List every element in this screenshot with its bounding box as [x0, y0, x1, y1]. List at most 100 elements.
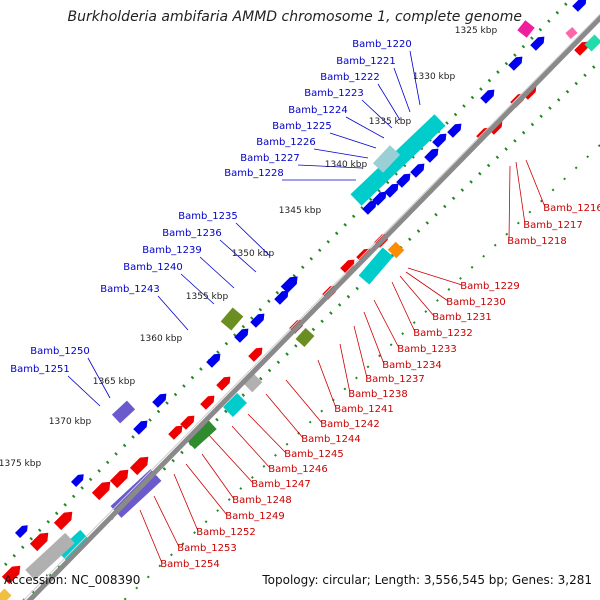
- pink-feature: [565, 26, 578, 40]
- gene-label: Bamb_1217: [523, 220, 583, 231]
- kbp-tick-label: 1350 kbp: [232, 249, 275, 259]
- cyan-feature: [223, 393, 247, 417]
- genome-summary: Topology: circular; Length: 3,556,545 bp…: [262, 573, 592, 587]
- leader-line: [508, 165, 511, 241]
- plus-strand-gene: [432, 133, 447, 148]
- minus-strand-gene: [91, 481, 111, 501]
- kbp-tick-label: 1345 kbp: [279, 206, 322, 216]
- leader-line: [201, 453, 235, 500]
- leader-line: [393, 67, 411, 113]
- leader-line: [247, 413, 287, 454]
- kbp-tick-label: 1370 kbp: [49, 417, 92, 427]
- plus-strand-gene: [384, 183, 399, 198]
- inner-dotted-ring: [22, 59, 600, 600]
- leader-line: [377, 83, 401, 121]
- cyan-feature: [350, 114, 446, 206]
- plus-strand-gene: [410, 163, 425, 178]
- gene-label: Bamb_1231: [432, 312, 492, 323]
- kbp-tick-label: 1335 kbp: [369, 117, 412, 127]
- gene-label: Bamb_1243: [100, 284, 160, 295]
- leader-line: [515, 161, 526, 225]
- gene-label: Bamb_1249: [225, 511, 285, 522]
- teal-feature: [584, 34, 600, 52]
- gray-feature: [25, 532, 75, 581]
- leader-line: [399, 275, 435, 317]
- leader-line: [185, 463, 228, 516]
- accession-label: Accession: NC_008390: [4, 573, 141, 587]
- leader-line: [363, 311, 385, 365]
- plus-strand-gene: [447, 123, 462, 138]
- minus-strand-gene: [248, 347, 263, 362]
- plus-strand-gene: [362, 200, 377, 215]
- leader-line: [87, 357, 111, 399]
- plus-strand-gene: [71, 474, 84, 487]
- gene-label: Bamb_1233: [397, 344, 457, 355]
- leader-line: [265, 393, 304, 439]
- gene-label: Bamb_1221: [336, 56, 396, 67]
- leader-line: [317, 359, 337, 409]
- leader-line: [180, 273, 215, 305]
- gene-label: Bamb_1218: [507, 236, 567, 247]
- gene-label: Bamb_1242: [320, 419, 380, 430]
- gene-label: Bamb_1224: [288, 105, 348, 116]
- chromosome-backbone-line: [26, 14, 600, 600]
- leader-line: [345, 116, 385, 139]
- minus-strand-gene: [109, 469, 129, 489]
- minus-strand-gene: [356, 248, 371, 263]
- gene-label: Bamb_1232: [413, 328, 473, 339]
- plus-strand-gene: [396, 173, 411, 188]
- gene-label: Bamb_1252: [196, 527, 256, 538]
- minus-strand-gene: [1, 565, 21, 585]
- leader-line: [405, 271, 449, 302]
- kbp-tick-label: 1325 kbp: [455, 26, 498, 36]
- leader-line: [285, 379, 323, 424]
- leader-line: [231, 425, 271, 469]
- leader-line: [157, 295, 189, 331]
- kbp-tick-label: 1365 kbp: [93, 377, 136, 387]
- leader-line: [199, 256, 235, 289]
- gene-label: Bamb_1222: [320, 72, 380, 83]
- cyan-feature: [358, 247, 394, 285]
- gray-feature: [243, 373, 263, 393]
- plus-strand-gene: [508, 56, 523, 71]
- plus-strand-gene: [274, 290, 289, 305]
- orange-feature: [387, 241, 405, 259]
- kbp-tick-label: 1330 kbp: [413, 72, 456, 82]
- gene-label: Bamb_1227: [240, 153, 300, 164]
- plus-strand-gene: [15, 525, 28, 538]
- gene-label: Bamb_1239: [142, 245, 202, 256]
- olive-feature: [220, 307, 244, 331]
- leader-line: [173, 473, 199, 532]
- gene-label: Bamb_1240: [123, 262, 183, 273]
- gene-label: Bamb_1236: [162, 228, 222, 239]
- minus-strand-gene: [340, 259, 355, 274]
- gene-leader-lines: [67, 50, 546, 564]
- pink-feature: [517, 20, 535, 38]
- gene-label: Bamb_1225: [272, 121, 332, 132]
- leader-line: [139, 509, 163, 564]
- leader-line: [407, 267, 463, 286]
- leader-line: [207, 433, 254, 484]
- plus-strand-gene: [133, 420, 148, 435]
- minus-strand-gene: [574, 41, 589, 56]
- gene-label: Bamb_1245: [284, 449, 344, 460]
- gene-label: Bamb_1226: [256, 137, 316, 148]
- plus-strand-gene: [206, 353, 221, 368]
- gene-label: Bamb_1247: [251, 479, 311, 490]
- kbp-tick-label: 1340 kbp: [325, 160, 368, 170]
- kbp-tick-label: 1355 kbp: [186, 292, 229, 302]
- gene-label: Bamb_1220: [352, 39, 412, 50]
- kbp-tick-label: 1360 kbp: [140, 334, 183, 344]
- minus-strand-gene: [29, 532, 49, 552]
- yellow-feature: [0, 588, 12, 600]
- leader-line: [353, 325, 368, 379]
- plus-strand-gene: [424, 148, 439, 163]
- gene-label: Bamb_1229: [460, 281, 520, 292]
- cyan-feature: [57, 529, 90, 562]
- gene-label: Bamb_1253: [177, 543, 237, 554]
- purple-feature: [111, 400, 136, 424]
- gene-label: Bamb_1235: [178, 211, 238, 222]
- gene-label: Bamb_1237: [365, 374, 425, 385]
- leader-line: [219, 239, 257, 273]
